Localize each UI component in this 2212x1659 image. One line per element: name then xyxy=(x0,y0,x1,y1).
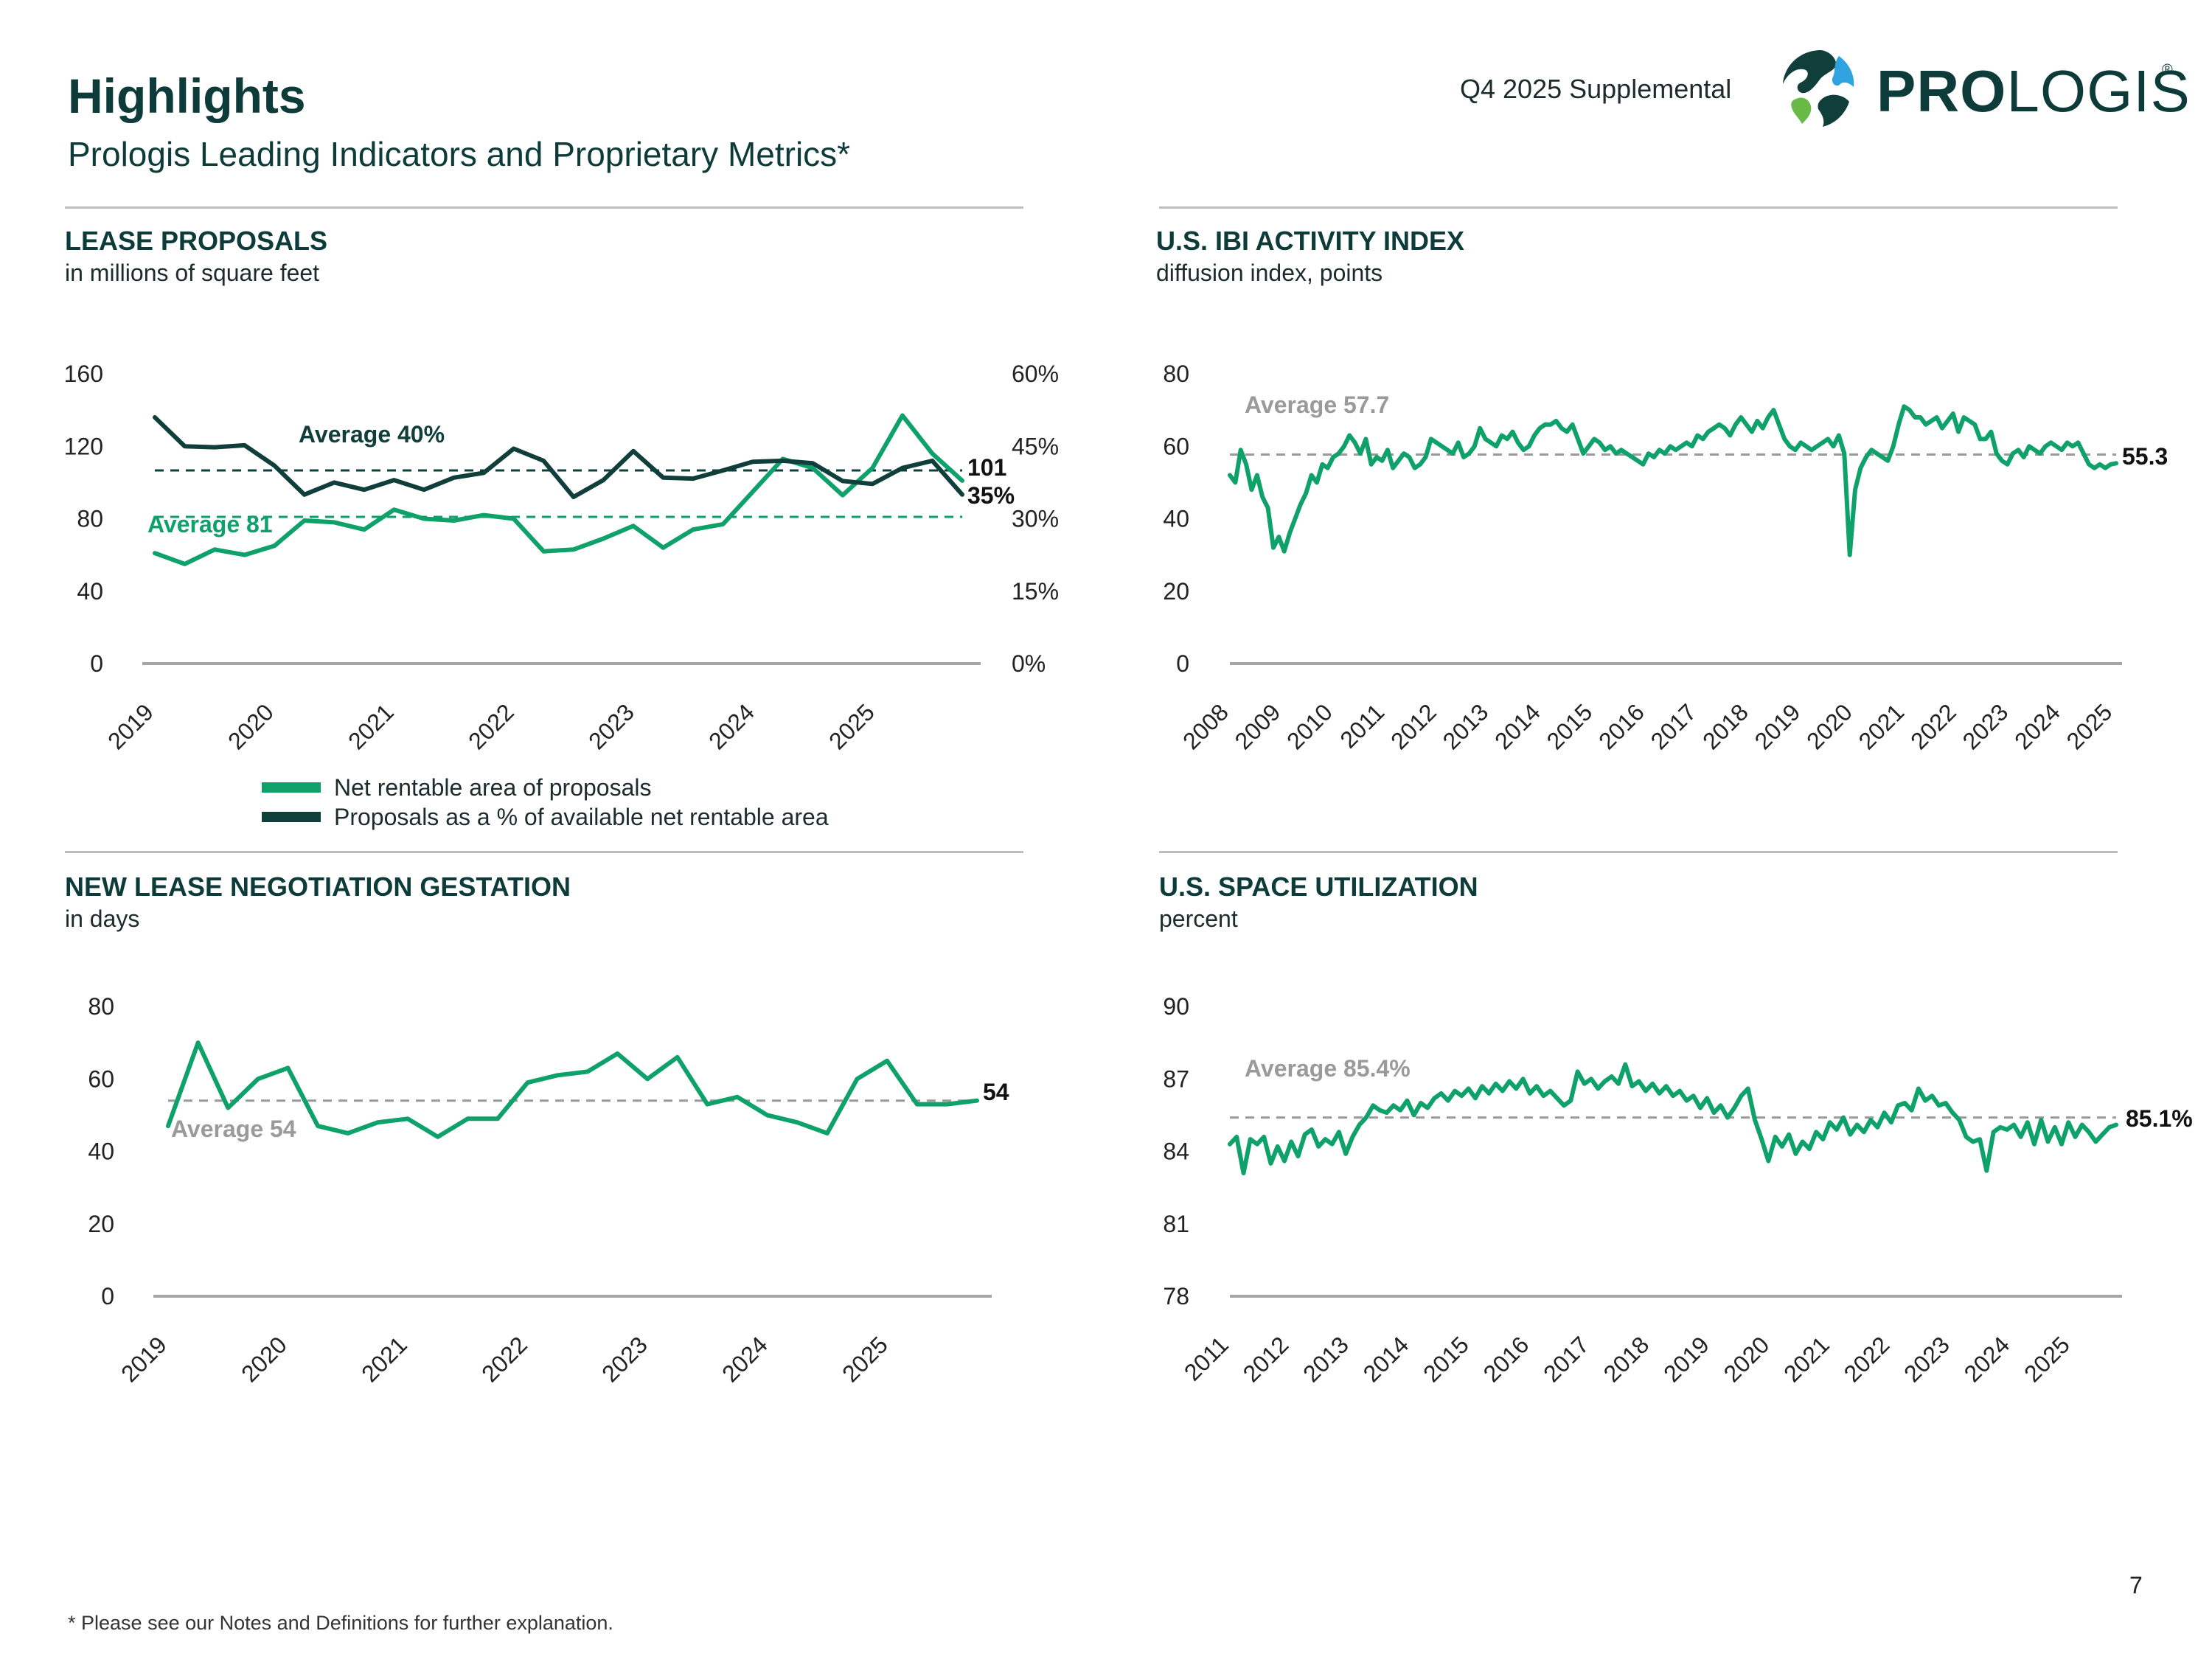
x-tick-label: 2022 xyxy=(1839,1331,1895,1387)
legend-label: Proposals as a % of available net rentab… xyxy=(334,803,829,830)
y-tick-label: 84 xyxy=(1163,1138,1189,1165)
x-tick-label: 2012 xyxy=(1238,1331,1294,1387)
x-tick-label: 2025 xyxy=(2019,1331,2075,1387)
lease-proposals-units: in millions of square feet xyxy=(65,260,320,286)
y-tick-label: 80 xyxy=(1163,361,1189,387)
y2-tick-label: 0% xyxy=(1012,650,1046,677)
end-value-label: 54 xyxy=(983,1079,1009,1105)
legend-label: Net rentable area of proposals xyxy=(334,773,652,801)
lease-legend: Net rentable area of proposals Proposals… xyxy=(262,773,829,832)
page-title: Highlights xyxy=(68,69,306,123)
series-line xyxy=(1228,404,2118,557)
end-value-label: 101 xyxy=(967,454,1006,481)
average-label: Average 81 xyxy=(147,511,273,538)
x-tick-label: 2024 xyxy=(1959,1331,2015,1387)
y-tick-label: 80 xyxy=(88,993,114,1020)
average-label: Average 85.4% xyxy=(1245,1055,1411,1082)
x-tick-label: 2013 xyxy=(1298,1331,1354,1387)
gestation-title: NEW LEASE NEGOTIATION GESTATION xyxy=(65,872,571,902)
x-tick-label: 2016 xyxy=(1478,1331,1534,1387)
series-line xyxy=(153,415,964,499)
legend-swatch-green xyxy=(262,782,321,793)
lease-proposals-title: LEASE PROPOSALS xyxy=(65,226,328,256)
y2-tick-label: 15% xyxy=(1012,578,1059,605)
y2-tick-label: 45% xyxy=(1012,433,1059,459)
x-tick-label: 2011 xyxy=(1179,1331,1234,1385)
end-value-label: 35% xyxy=(967,482,1015,509)
page-number: 7 xyxy=(2129,1572,2143,1599)
ibi-title: U.S. IBI ACTIVITY INDEX xyxy=(1156,226,1465,256)
registered-mark: ® xyxy=(2162,62,2173,78)
divider-top-right xyxy=(1159,206,2118,209)
utilization-units: percent xyxy=(1159,905,1238,932)
prologis-logo: PROLOGIS xyxy=(1877,58,2191,124)
x-tick-label: 2018 xyxy=(1599,1331,1655,1387)
gestation-units: in days xyxy=(65,905,140,932)
y-tick-label: 0 xyxy=(90,650,103,677)
legend-swatch-dark xyxy=(262,812,321,822)
y2-tick-label: 60% xyxy=(1012,361,1059,387)
end-value-label: 55.3 xyxy=(2122,443,2168,470)
y-tick-label: 78 xyxy=(1163,1283,1189,1310)
y-tick-label: 120 xyxy=(64,433,103,459)
prologis-globe-icon xyxy=(1783,50,1854,127)
y-tick-label: 60 xyxy=(1163,433,1189,459)
supplemental-label: Q4 2025 Supplemental xyxy=(1460,74,1732,104)
average-label: Average 40% xyxy=(299,421,445,448)
divider-mid-left xyxy=(65,851,1023,853)
legend-item: Proposals as a % of available net rentab… xyxy=(262,802,829,832)
x-tick-label: 2015 xyxy=(1418,1331,1474,1387)
y-tick-label: 60 xyxy=(88,1065,114,1092)
y-tick-label: 87 xyxy=(1163,1065,1189,1092)
utilization-title: U.S. SPACE UTILIZATION xyxy=(1159,872,1478,902)
y-tick-label: 0 xyxy=(101,1283,114,1310)
y-tick-label: 40 xyxy=(88,1138,114,1165)
y-tick-label: 81 xyxy=(1163,1211,1189,1237)
y2-tick-label: 30% xyxy=(1012,506,1059,532)
x-tick-label: 2014 xyxy=(1358,1331,1414,1387)
series-line xyxy=(1228,1062,2118,1175)
x-tick-label: 2021 xyxy=(1778,1331,1834,1387)
y-tick-label: 20 xyxy=(88,1211,114,1237)
y-tick-label: 90 xyxy=(1163,993,1189,1020)
ibi-units: diffusion index, points xyxy=(1156,260,1383,286)
series-line xyxy=(166,1040,979,1139)
x-tick-label: 2020 xyxy=(1719,1331,1775,1387)
average-label: Average 54 xyxy=(171,1116,296,1142)
page-subtitle: Prologis Leading Indicators and Propriet… xyxy=(68,135,851,173)
y-tick-label: 160 xyxy=(64,361,103,387)
y-tick-label: 40 xyxy=(1163,506,1189,532)
y-tick-label: 40 xyxy=(77,578,103,605)
y-tick-label: 20 xyxy=(1163,578,1189,605)
divider-mid-right xyxy=(1159,851,2118,853)
legend-item: Net rentable area of proposals xyxy=(262,773,829,802)
end-value-label: 85.1% xyxy=(2126,1105,2193,1132)
x-tick-label: 2023 xyxy=(1899,1331,1955,1387)
divider-top-left xyxy=(65,206,1023,209)
series-line xyxy=(153,413,964,566)
footnote: * Please see our Notes and Definitions f… xyxy=(68,1612,613,1634)
average-label: Average 57.7 xyxy=(1245,392,1389,418)
x-tick-label: 2019 xyxy=(1658,1331,1714,1387)
y-tick-label: 0 xyxy=(1176,650,1189,677)
x-tick-label: 2017 xyxy=(1538,1331,1594,1387)
y-tick-label: 80 xyxy=(77,506,103,532)
